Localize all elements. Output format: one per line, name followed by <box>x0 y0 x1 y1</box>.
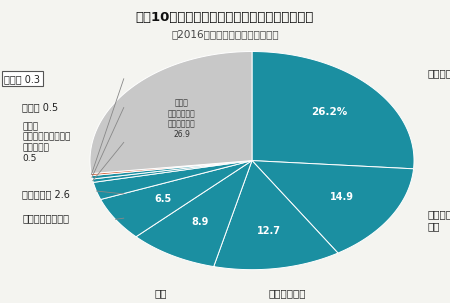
Polygon shape <box>101 161 252 237</box>
Polygon shape <box>252 161 414 253</box>
Text: 食器類 0.5: 食器類 0.5 <box>22 102 58 113</box>
Polygon shape <box>91 161 252 179</box>
Polygon shape <box>214 161 338 270</box>
Text: 飲料用ボトル: 飲料用ボトル <box>269 288 306 298</box>
Text: その他プラボトル: その他プラボトル <box>22 213 69 223</box>
Polygon shape <box>91 161 252 176</box>
Text: その他漁具 2.6: その他漁具 2.6 <box>22 189 70 199</box>
Text: 漁網・ロープ: 漁網・ロープ <box>428 68 450 78</box>
Text: 全国10地点に漂着したプラスチックごみの内訳: 全国10地点に漂着したプラスチックごみの内訳 <box>136 11 314 24</box>
Text: 12.7: 12.7 <box>257 226 281 236</box>
Polygon shape <box>90 52 252 174</box>
Text: その他
（ライター・
注射器など）
26.9: その他 （ライター・ 注射器など） 26.9 <box>168 98 196 139</box>
Text: 14.9: 14.9 <box>330 192 354 202</box>
Text: （2016年、環境省、容積ベース）: （2016年、環境省、容積ベース） <box>171 29 279 39</box>
Polygon shape <box>93 161 252 199</box>
Polygon shape <box>136 161 252 267</box>
Polygon shape <box>252 52 414 169</box>
Text: ポリ袋 0.3: ポリ袋 0.3 <box>4 74 40 84</box>
Polygon shape <box>92 161 252 182</box>
Text: 発泡スチロール
ブイ: 発泡スチロール ブイ <box>428 209 450 231</box>
Text: 26.2%: 26.2% <box>311 107 347 117</box>
Text: 容器類
（調味料・トレー・
カップなど
0.5: 容器類 （調味料・トレー・ カップなど 0.5 <box>22 122 71 162</box>
Text: ブイ: ブイ <box>154 288 167 298</box>
Text: 8.9: 8.9 <box>191 217 208 227</box>
Text: 6.5: 6.5 <box>155 194 172 204</box>
